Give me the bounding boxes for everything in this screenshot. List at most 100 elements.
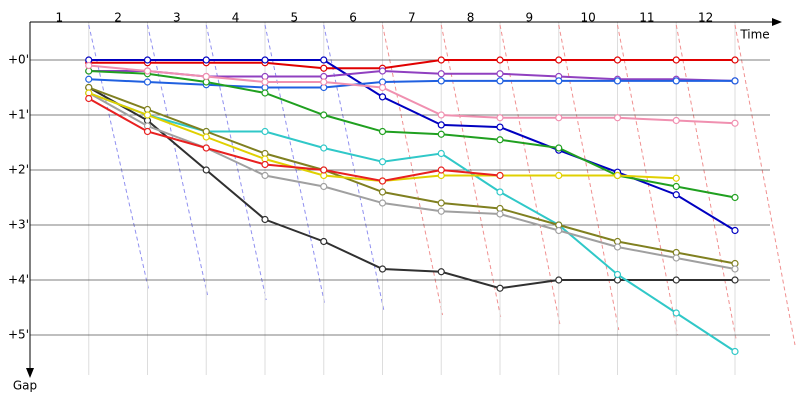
point (555, 56, 563, 64)
point (731, 226, 739, 235)
point (672, 254, 680, 262)
point (378, 93, 387, 101)
point (496, 284, 504, 292)
point (496, 70, 504, 78)
point (672, 77, 680, 85)
point (731, 265, 739, 273)
point (613, 114, 622, 122)
point (613, 270, 622, 279)
point (555, 226, 563, 235)
series-line (88, 64, 736, 125)
point (378, 199, 387, 207)
y-axis-label: Gap (13, 379, 37, 393)
point (672, 56, 680, 64)
point (378, 265, 387, 273)
point (261, 171, 269, 180)
point (320, 144, 328, 152)
point (378, 127, 387, 136)
point (731, 119, 739, 127)
point (143, 67, 152, 75)
point (143, 127, 152, 136)
point (437, 199, 445, 207)
point (261, 160, 269, 169)
point (613, 171, 622, 180)
x-tick-label: 8 (467, 11, 475, 25)
point (202, 166, 210, 174)
point (613, 56, 622, 64)
point (378, 67, 387, 75)
point (496, 114, 504, 122)
point (672, 182, 680, 191)
point (672, 309, 680, 317)
point (437, 207, 445, 215)
lap-guide (558, 24, 620, 331)
point (555, 144, 563, 152)
point (437, 56, 445, 64)
x-tick-label: 4 (232, 11, 240, 25)
point (261, 78, 269, 86)
lap-guide (617, 24, 678, 336)
point (613, 77, 622, 85)
x-axis-label: Time (739, 28, 769, 42)
lap-guide (147, 24, 208, 296)
point (496, 123, 504, 131)
point (496, 56, 504, 64)
x-tick-label: 2 (114, 11, 122, 25)
point (731, 347, 739, 356)
point (496, 210, 504, 218)
point (437, 77, 445, 85)
point (437, 268, 445, 276)
point (437, 111, 445, 119)
point (202, 72, 210, 81)
point (143, 78, 152, 86)
point (672, 276, 680, 284)
point (378, 188, 387, 196)
point (555, 276, 563, 284)
point (320, 237, 328, 246)
point (320, 166, 328, 174)
x-tick-label: 3 (173, 11, 181, 25)
x-tick-label: 1 (56, 11, 64, 25)
point (378, 158, 387, 166)
y-axis-arrow (26, 368, 34, 378)
x-tick-label: 5 (291, 11, 299, 25)
y-tick-label: +0' (8, 53, 29, 67)
point (672, 174, 680, 182)
point (85, 75, 93, 83)
point (672, 116, 680, 125)
point (202, 144, 210, 152)
point (672, 191, 680, 199)
point (85, 94, 93, 103)
point (496, 136, 504, 144)
point (261, 215, 269, 224)
y-tick-label: +2' (8, 163, 29, 177)
y-tick-label: +1' (8, 108, 29, 122)
point (731, 56, 739, 64)
point (143, 56, 152, 64)
series-line (88, 86, 736, 265)
point (202, 133, 210, 141)
point (320, 111, 328, 119)
point (437, 149, 445, 158)
x-tick-label: 6 (349, 11, 357, 25)
point (437, 70, 445, 78)
x-tick-label: 7 (408, 11, 416, 25)
lap-guide (675, 24, 737, 341)
point (261, 56, 269, 64)
point (437, 130, 445, 138)
point (496, 188, 504, 196)
point (85, 61, 93, 70)
y-tick-label: +4' (8, 273, 29, 287)
point (437, 121, 445, 129)
x-axis-arrow (772, 18, 782, 26)
series-line (88, 97, 501, 183)
point (555, 171, 563, 180)
x-tick-label: 10 (580, 11, 595, 25)
point (320, 78, 328, 86)
series-line (88, 78, 735, 89)
lap-guide (734, 24, 796, 346)
series-line (88, 59, 736, 232)
series-line (88, 59, 735, 70)
